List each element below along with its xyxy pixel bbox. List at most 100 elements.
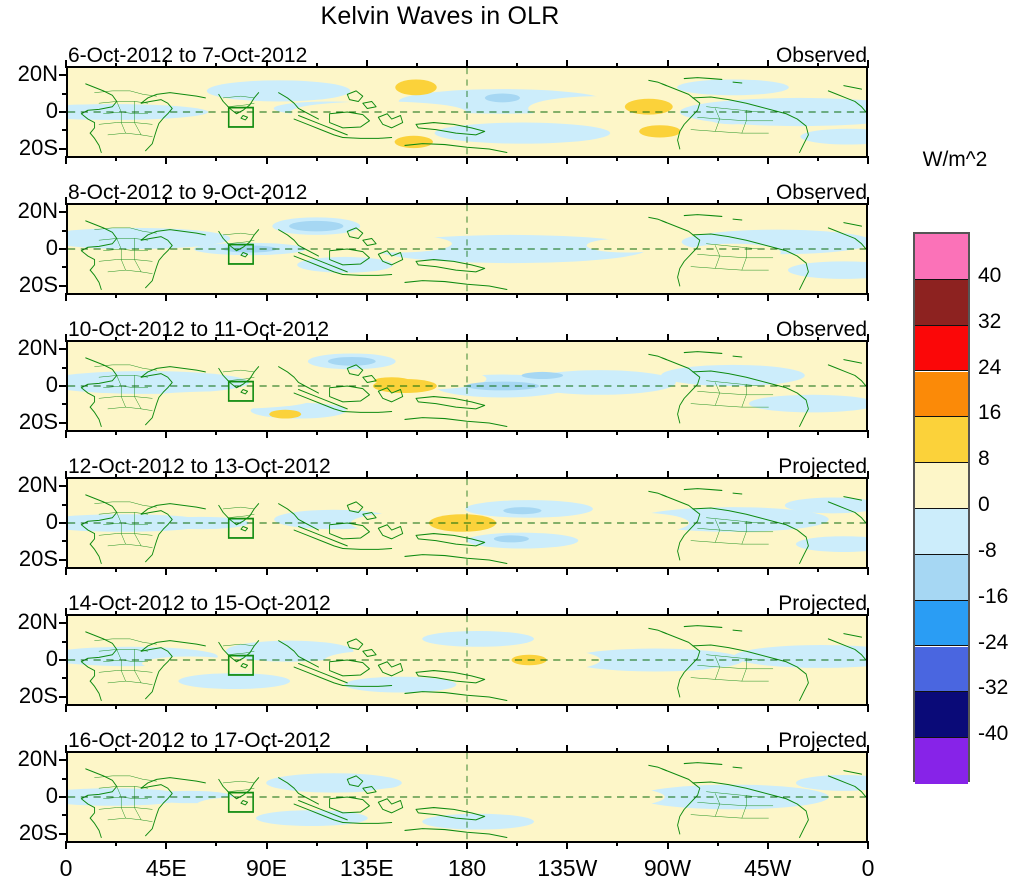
x-tick [766,60,769,68]
x-tick [415,156,418,161]
anomaly-map [68,616,866,704]
x-tick [716,63,719,68]
x-tick [315,430,318,435]
x-tick [265,156,268,164]
x-tick [766,704,769,712]
x-tick [415,293,418,298]
x-tick [365,156,368,164]
x-tick [415,63,418,68]
anomaly-contours [68,497,866,553]
coastlines [80,77,866,153]
x-tick [315,200,318,205]
x-tick [566,197,569,205]
x-tick [315,611,318,616]
y-axis-label: 0 [45,509,58,534]
x-tick [566,471,569,479]
y-axis-label: 0 [45,372,58,397]
x-tick [466,567,468,575]
x-tick [466,841,468,849]
x-tick [867,60,869,68]
panel-header-5: 14-Oct-2012 to 15-Oct-2012 Projected [66,588,868,615]
x-tick [666,293,669,301]
colorbar-tick-label: 32 [978,309,1002,333]
x-tick [816,293,819,298]
panel-status-label: Projected [778,455,867,478]
x-tick [365,60,368,68]
y-tick [59,558,68,561]
reference-box [227,791,254,813]
y-tick-minor [62,229,68,232]
x-tick [165,156,168,164]
x-tick [716,337,719,342]
x-tick [466,704,468,712]
x-axis-label: 180 [447,855,487,881]
colorbar-band [915,509,968,555]
y-tick [59,385,68,387]
y-axis-label: 20N [17,61,58,87]
panel-header-4: 12-Oct-2012 to 13-Oct-2012 Projected [66,451,868,478]
x-tick [566,156,569,164]
colorbar-tick-label: -24 [978,630,1009,654]
x-tick [867,334,869,342]
anomaly-map [68,68,866,156]
x-tick [516,430,519,435]
x-tick [265,293,268,301]
x-tick [516,474,519,479]
x-tick [165,745,168,753]
x-tick [716,474,719,479]
x-tick [616,200,619,205]
colorbar-band [915,417,968,464]
x-tick [616,337,619,342]
x-tick [415,567,418,572]
coastlines [80,488,866,564]
reference-box [227,380,254,402]
colorbar-band [915,279,968,326]
colorbar-unit-label: W/m^2 [922,148,988,171]
y-tick [59,211,68,214]
x-tick [466,60,468,68]
x-tick [716,704,719,709]
anomaly-map [68,479,866,567]
x-tick [265,567,268,575]
panel-status-label: Projected [778,729,867,752]
y-axis-label: 20S [18,819,58,845]
x-tick [315,841,318,846]
x-tick [766,567,769,575]
x-tick [65,704,67,712]
x-tick [415,200,418,205]
x-tick [816,748,819,753]
x-tick [466,608,468,616]
x-tick [165,471,168,479]
x-tick [315,337,318,342]
colorbar-band [915,371,968,418]
colorbar-band [915,600,968,647]
x-tick [215,430,218,435]
x-tick [265,745,268,753]
y-tick [59,348,68,351]
y-axis-label: 20S [18,134,58,160]
y-tick-minor [62,366,68,369]
x-tick [265,841,268,849]
x-tick [666,567,669,575]
x-tick [666,197,669,205]
y-axis-label: 0 [45,235,58,260]
x-tick [867,745,869,753]
y-tick [59,796,68,798]
x-tick [867,430,869,438]
x-tick [766,197,769,205]
colorbar-tick-label: -32 [978,676,1009,700]
x-tick [867,704,869,712]
x-tick [867,841,869,849]
x-tick [766,471,769,479]
colorbar-tick-label: 40 [978,263,1002,287]
x-tick [616,63,619,68]
x-axis-label: 135E [339,855,394,881]
y-tick-minor [62,403,68,406]
x-tick [466,156,468,164]
y-tick [59,421,68,424]
colorbar-band [915,463,968,509]
x-tick [516,293,519,298]
x-tick [816,337,819,342]
y-tick-minor [62,640,68,643]
